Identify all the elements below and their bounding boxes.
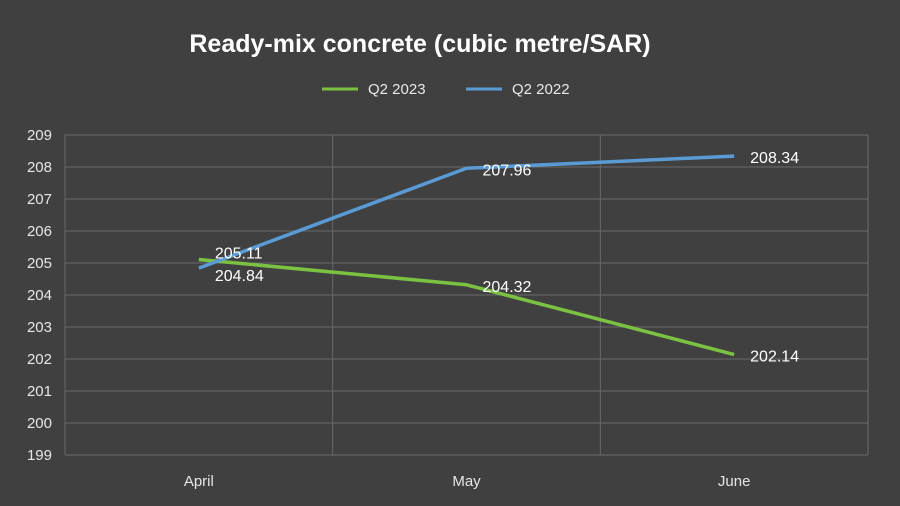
y-tick-label: 208 (27, 159, 52, 176)
chart-title: Ready-mix concrete (cubic metre/SAR) (189, 30, 650, 58)
y-tick-label: 199 (27, 447, 52, 464)
y-tick-label: 204 (27, 287, 52, 304)
data-label: 205.11 (215, 245, 263, 262)
data-label: 207.96 (483, 162, 532, 179)
data-label: 204.84 (215, 268, 264, 285)
y-tick-label: 207 (27, 191, 52, 208)
data-label: 204.32 (483, 279, 532, 296)
x-axis: April May June (184, 473, 751, 490)
series-line (198, 257, 735, 357)
y-tick-label: 201 (27, 383, 52, 400)
y-tick-label: 202 (27, 351, 52, 368)
data-label: 208.34 (750, 150, 799, 167)
legend: Q2 2023 Q2 2022 (322, 81, 570, 98)
y-tick-label: 205 (27, 255, 52, 272)
legend-label: Q2 2022 (512, 81, 570, 98)
x-tick-label: June (718, 473, 751, 490)
y-tick-label: 203 (27, 319, 52, 336)
series-lines (198, 154, 735, 357)
y-axis: 199 200 201 202 203 204 205 206 207 208 209 (27, 127, 52, 464)
y-tick-label: 209 (27, 127, 52, 144)
x-tick-label: May (452, 473, 481, 490)
grid (64, 134, 869, 456)
data-label: 202.14 (750, 349, 799, 366)
y-tick-label: 200 (27, 415, 52, 432)
series-line (198, 154, 735, 270)
x-tick-label: April (184, 473, 214, 490)
data-labels: 205.11 204.32 202.14 204.84 207.96 208.34 (215, 150, 799, 365)
legend-label: Q2 2023 (368, 81, 426, 98)
y-tick-label: 206 (27, 223, 52, 240)
